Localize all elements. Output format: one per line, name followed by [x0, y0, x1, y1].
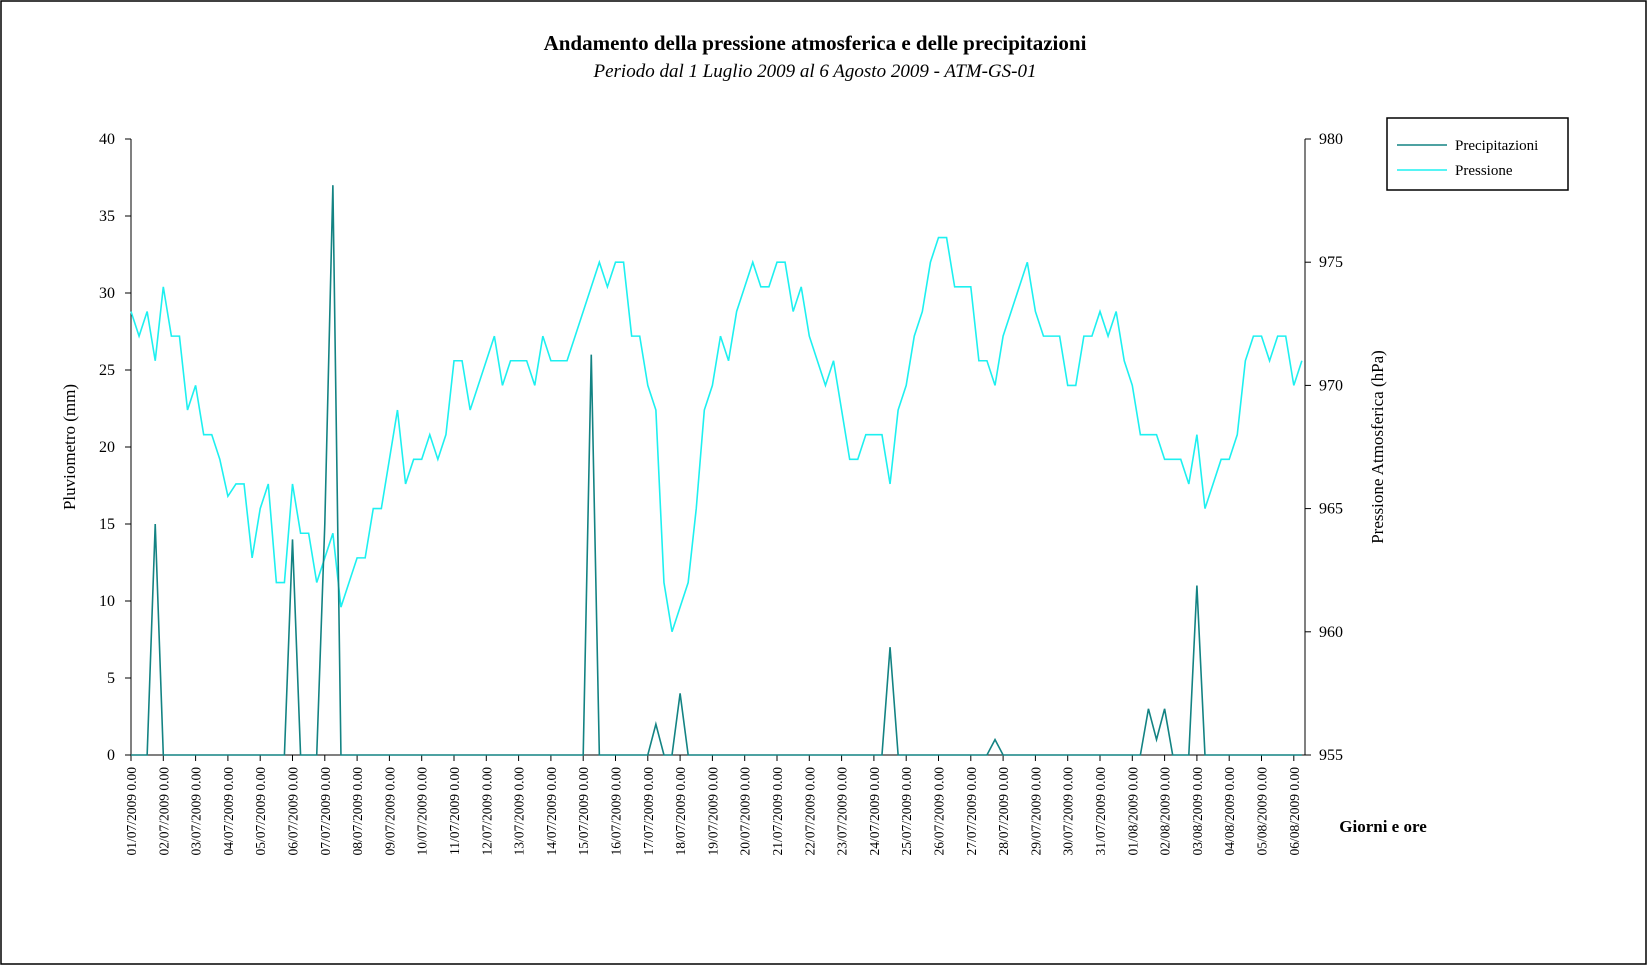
- x-tick-label: 04/07/2009 0.00: [221, 767, 236, 856]
- x-tick-label: 27/07/2009 0.00: [964, 767, 979, 856]
- y-tick-label: 20: [99, 439, 115, 456]
- x-tick-label: 04/08/2009 0.00: [1222, 767, 1237, 856]
- x-tick-label: 23/07/2009 0.00: [835, 767, 850, 856]
- x-tick-label: 02/07/2009 0.00: [156, 767, 171, 856]
- x-tick-label: 01/07/2009 0.00: [124, 767, 139, 856]
- x-tick-label: 21/07/2009 0.00: [770, 767, 785, 856]
- x-tick-label: 14/07/2009 0.00: [544, 767, 559, 856]
- chart-subtitle: Periodo dal 1 Luglio 2009 al 6 Agosto 20…: [593, 61, 1037, 82]
- x-tick-label: 24/07/2009 0.00: [867, 767, 882, 856]
- x-tick-label: 12/07/2009 0.00: [479, 767, 494, 856]
- x-tick-label: 18/07/2009 0.00: [673, 767, 688, 856]
- x-tick-label: 30/07/2009 0.00: [1061, 767, 1076, 856]
- x-tick-label: 16/07/2009 0.00: [609, 767, 624, 856]
- y-tick-label: 5: [107, 670, 115, 687]
- x-tick-label: 06/07/2009 0.00: [286, 767, 301, 856]
- x-tick-label: 25/07/2009 0.00: [899, 767, 914, 856]
- x-tick-label: 03/07/2009 0.00: [189, 767, 204, 856]
- x-tick-label: 19/07/2009 0.00: [705, 767, 720, 856]
- y2-tick-label: 970: [1319, 377, 1343, 394]
- y-tick-label: 30: [99, 285, 115, 302]
- y2-tick-label: 965: [1319, 501, 1343, 518]
- y2-tick-label: 955: [1319, 747, 1343, 764]
- y-tick-label: 10: [99, 593, 115, 610]
- x-tick-label: 06/08/2009 0.00: [1287, 767, 1302, 856]
- series-line: [130, 236, 1303, 633]
- y-tick-label: 25: [99, 362, 115, 379]
- x-tick-label: 01/08/2009 0.00: [1125, 767, 1140, 856]
- x-tick-label: 02/08/2009 0.00: [1158, 767, 1173, 856]
- x-tick-label: 28/07/2009 0.00: [996, 767, 1011, 856]
- y2-tick-label: 960: [1319, 624, 1343, 641]
- x-axis-label: Giorni e ore: [1339, 817, 1427, 836]
- x-tick-label: 05/07/2009 0.00: [253, 767, 268, 856]
- legend-box: [1386, 117, 1569, 191]
- y-tick-label: 40: [99, 131, 115, 148]
- x-tick-label: 07/07/2009 0.00: [318, 767, 333, 856]
- x-tick-label: 29/07/2009 0.00: [1028, 767, 1043, 856]
- y2-tick-label: 975: [1319, 254, 1343, 271]
- x-tick-label: 05/08/2009 0.00: [1255, 767, 1270, 856]
- x-tick-label: 11/07/2009 0.00: [447, 767, 462, 855]
- y-tick-label: 35: [99, 208, 115, 225]
- y2-tick-label: 980: [1319, 131, 1343, 148]
- y-axis-label: Pluviometro (mm): [60, 384, 79, 510]
- y-tick-label: 0: [107, 747, 115, 764]
- x-tick-label: 17/07/2009 0.00: [641, 767, 656, 856]
- x-tick-label: 03/08/2009 0.00: [1190, 767, 1205, 856]
- legend-label: Pressione: [1455, 163, 1513, 179]
- x-tick-label: 10/07/2009 0.00: [415, 767, 430, 856]
- y2-axis-label: Pressione Atmosferica (hPa): [1368, 350, 1387, 544]
- series-line: [131, 185, 1302, 756]
- x-tick-label: 09/07/2009 0.00: [382, 767, 397, 856]
- x-tick-label: 31/07/2009 0.00: [1093, 767, 1108, 856]
- chart-title: Andamento della pressione atmosferica e …: [544, 31, 1087, 55]
- x-tick-label: 13/07/2009 0.00: [512, 767, 527, 856]
- legend-label: Precipitazioni: [1455, 138, 1538, 154]
- x-tick-label: 22/07/2009 0.00: [802, 767, 817, 856]
- x-tick-label: 26/07/2009 0.00: [932, 767, 947, 856]
- x-tick-label: 15/07/2009 0.00: [576, 767, 591, 856]
- x-tick-label: 20/07/2009 0.00: [738, 767, 753, 856]
- y-tick-label: 15: [99, 516, 115, 533]
- x-tick-label: 08/07/2009 0.00: [350, 767, 365, 856]
